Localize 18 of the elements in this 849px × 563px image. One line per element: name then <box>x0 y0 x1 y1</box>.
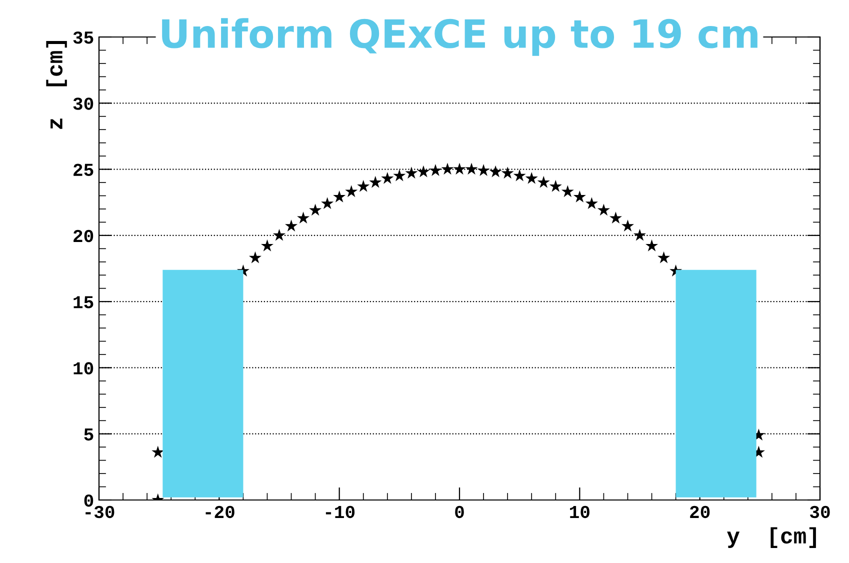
y-tick-label: 30 <box>73 98 94 110</box>
y-tick-label: 5 <box>84 428 94 441</box>
chart-title: Uniform QExCE up to 19 cm <box>162 18 758 56</box>
y-axis-title: z [cm] <box>46 41 67 129</box>
x-tick-label: 10 <box>570 506 590 518</box>
x-tick-label: 0 <box>455 506 464 518</box>
y-tick-label: 35 <box>73 31 94 44</box>
x-tick-label: -30 <box>86 506 114 518</box>
x-tick-label: -20 <box>206 506 234 518</box>
y-tick-label: 15 <box>74 296 94 308</box>
y-tick-label: 20 <box>74 230 94 242</box>
x-axis-title: y [cm] <box>727 527 816 548</box>
y-tick-label: 10 <box>74 362 94 374</box>
y-tick-label: 25 <box>74 164 94 176</box>
y-tick-label: 0 <box>84 494 94 507</box>
x-tick-label: 30 <box>810 506 830 518</box>
x-tick-label: -10 <box>326 506 355 518</box>
x-tick-label: 20 <box>690 506 710 518</box>
